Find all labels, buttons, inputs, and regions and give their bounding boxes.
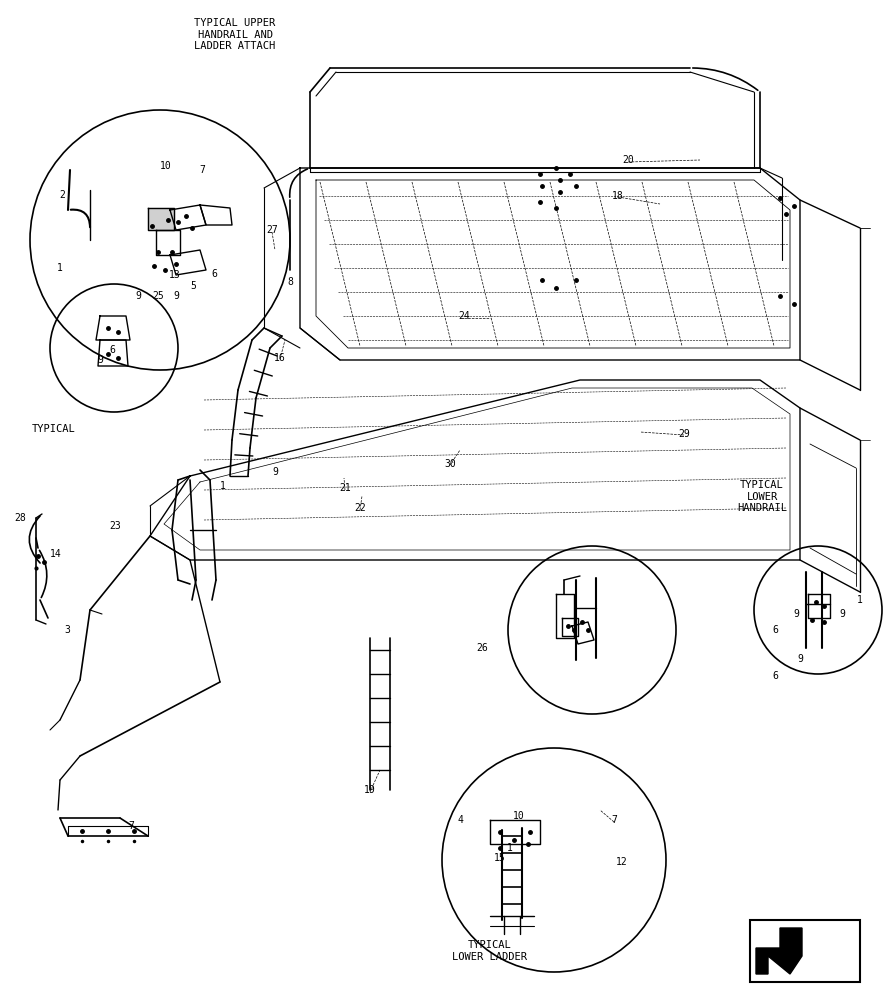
Text: 9: 9 xyxy=(797,654,803,664)
Text: 12: 12 xyxy=(616,857,628,867)
Text: 18: 18 xyxy=(612,191,624,201)
Text: 24: 24 xyxy=(458,311,470,321)
Text: 1: 1 xyxy=(857,595,863,605)
Text: TYPICAL
LOWER
HANDRAIL: TYPICAL LOWER HANDRAIL xyxy=(737,480,787,513)
Text: 13: 13 xyxy=(169,270,181,280)
Text: 9: 9 xyxy=(272,467,278,477)
Text: 6: 6 xyxy=(772,671,778,681)
Text: 15: 15 xyxy=(494,853,506,863)
Polygon shape xyxy=(756,928,802,974)
Text: 25: 25 xyxy=(152,291,164,301)
Text: 8: 8 xyxy=(287,277,293,287)
Text: 5: 5 xyxy=(190,281,196,291)
Text: 9: 9 xyxy=(97,355,103,365)
Text: 28: 28 xyxy=(14,513,26,523)
Text: 9: 9 xyxy=(839,609,845,619)
Text: 23: 23 xyxy=(109,521,121,531)
Text: 21: 21 xyxy=(339,483,351,493)
Text: 20: 20 xyxy=(622,155,633,165)
Text: 10: 10 xyxy=(513,811,525,821)
Text: 4: 4 xyxy=(457,815,463,825)
Text: 22: 22 xyxy=(354,503,366,513)
Text: 16: 16 xyxy=(274,353,286,363)
Text: 14: 14 xyxy=(50,549,62,559)
Text: 6: 6 xyxy=(772,625,778,635)
Bar xyxy=(750,920,860,982)
Text: 10: 10 xyxy=(160,161,172,171)
Text: 30: 30 xyxy=(444,459,456,469)
Text: 1: 1 xyxy=(57,263,63,273)
Text: TYPICAL UPPER
HANDRAIL AND
LADDER ATTACH: TYPICAL UPPER HANDRAIL AND LADDER ATTACH xyxy=(194,18,276,51)
Text: 7: 7 xyxy=(611,815,617,825)
Text: TYPICAL: TYPICAL xyxy=(32,424,76,434)
Text: 6: 6 xyxy=(211,269,217,279)
Text: 9: 9 xyxy=(173,291,179,301)
Text: TYPICAL
LOWER LADDER: TYPICAL LOWER LADDER xyxy=(452,940,528,962)
Text: 3: 3 xyxy=(64,625,70,635)
Text: 1: 1 xyxy=(507,843,513,853)
Text: 7: 7 xyxy=(128,821,134,831)
Text: 6: 6 xyxy=(109,345,115,355)
Polygon shape xyxy=(148,208,174,230)
Text: 29: 29 xyxy=(678,429,690,439)
Text: 9: 9 xyxy=(793,609,799,619)
Text: 27: 27 xyxy=(266,225,278,235)
Text: 2: 2 xyxy=(59,190,65,200)
Text: 26: 26 xyxy=(476,643,488,653)
Text: 7: 7 xyxy=(199,165,205,175)
Text: 19: 19 xyxy=(364,785,376,795)
Text: 1: 1 xyxy=(220,481,226,491)
Text: 9: 9 xyxy=(135,291,141,301)
